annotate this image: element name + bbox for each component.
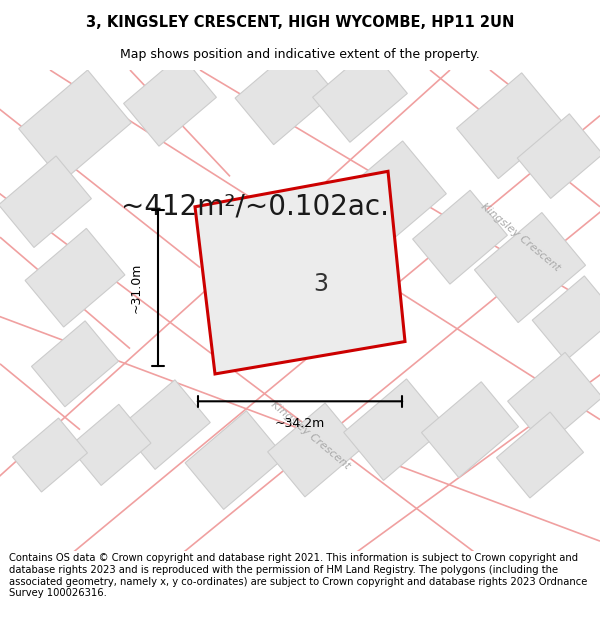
Polygon shape xyxy=(421,382,518,478)
Polygon shape xyxy=(413,190,508,284)
Polygon shape xyxy=(268,403,362,497)
Text: Kingsley Crescent: Kingsley Crescent xyxy=(479,201,562,273)
Polygon shape xyxy=(344,379,446,481)
Polygon shape xyxy=(124,54,217,146)
Text: ~34.2m: ~34.2m xyxy=(275,417,325,430)
Polygon shape xyxy=(13,418,88,492)
Polygon shape xyxy=(508,352,600,446)
Polygon shape xyxy=(0,156,91,248)
Polygon shape xyxy=(120,380,210,469)
Polygon shape xyxy=(517,114,600,199)
Polygon shape xyxy=(496,412,584,498)
Polygon shape xyxy=(475,213,586,322)
Polygon shape xyxy=(69,404,151,486)
Text: ~412m²/~0.102ac.: ~412m²/~0.102ac. xyxy=(121,192,389,221)
Polygon shape xyxy=(195,171,405,374)
Text: 3: 3 xyxy=(313,271,328,296)
Polygon shape xyxy=(185,411,285,509)
Polygon shape xyxy=(31,321,119,407)
Polygon shape xyxy=(19,70,131,181)
Polygon shape xyxy=(532,276,600,361)
Polygon shape xyxy=(25,228,125,327)
Text: Map shows position and indicative extent of the property.: Map shows position and indicative extent… xyxy=(120,48,480,61)
Text: Contains OS data © Crown copyright and database right 2021. This information is : Contains OS data © Crown copyright and d… xyxy=(9,553,587,598)
Polygon shape xyxy=(334,141,446,252)
Polygon shape xyxy=(313,48,407,142)
Polygon shape xyxy=(235,46,335,144)
Polygon shape xyxy=(457,73,563,179)
Text: Kingsley Crescent: Kingsley Crescent xyxy=(269,399,352,471)
Text: ~31.0m: ~31.0m xyxy=(130,262,143,313)
Text: 3, KINGSLEY CRESCENT, HIGH WYCOMBE, HP11 2UN: 3, KINGSLEY CRESCENT, HIGH WYCOMBE, HP11… xyxy=(86,16,514,31)
